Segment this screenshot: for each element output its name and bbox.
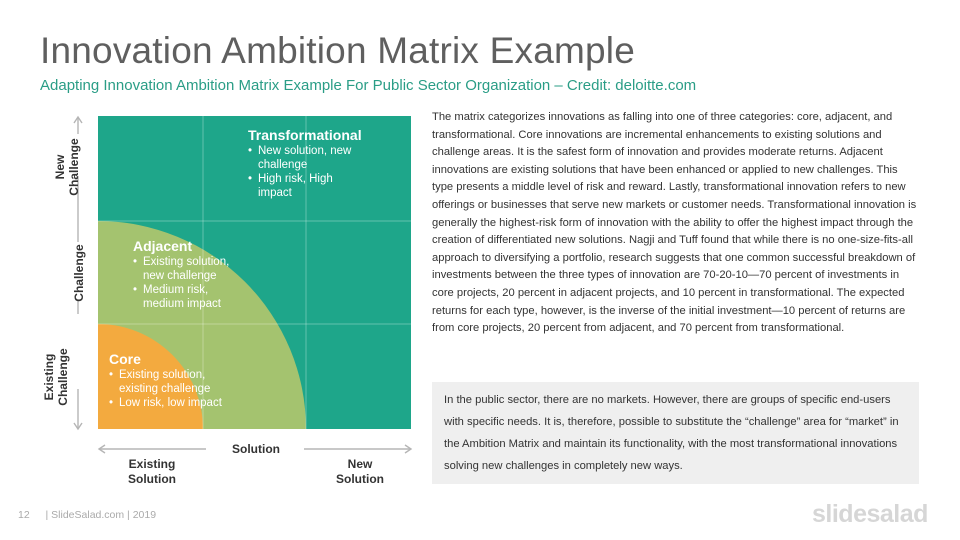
y-label-new-line1: New xyxy=(53,154,67,180)
public-sector-note: In the public sector, there are no marke… xyxy=(432,382,919,484)
x-label-existing-line2: Solution xyxy=(128,472,176,486)
x-label-new-line1: New xyxy=(347,457,373,471)
adjacent-title: Adjacent xyxy=(133,238,193,254)
transformational-bullet: High risk, High impact xyxy=(248,172,364,200)
y-label-existing-challenge: Existing Challenge xyxy=(42,345,72,409)
x-label-new-line2: Solution xyxy=(336,472,384,486)
y-label-existing-line1: Existing xyxy=(42,353,56,401)
description-paragraph: The matrix categorizes innovations as fa… xyxy=(432,111,917,335)
core-bullet: Low risk, low impact xyxy=(109,396,237,410)
x-label-existing-solution: Existing Solution xyxy=(112,457,192,487)
x-label-solution: Solution xyxy=(232,442,280,456)
transformational-bullet: New solution, new challenge xyxy=(248,144,364,172)
x-label-new-solution: New Solution xyxy=(320,457,400,487)
y-label-existing-line2: Challenge xyxy=(56,348,70,406)
x-label-existing-line1: Existing xyxy=(128,457,176,471)
core-bullet: Existing solution, existing challenge xyxy=(109,368,237,396)
y-label-new-challenge: New Challenge xyxy=(53,137,83,197)
adjacent-bullet: Medium risk, medium impact xyxy=(133,283,241,311)
adjacent-text: Adjacent Existing solution, new challeng… xyxy=(133,239,241,311)
slide-subtitle: Adapting Innovation Ambition Matrix Exam… xyxy=(40,77,697,94)
transformational-title: Transformational xyxy=(248,127,362,143)
footer-credit: | SlideSalad.com | 2019 xyxy=(45,509,157,521)
core-text: Core Existing solution, existing challen… xyxy=(109,352,237,410)
x-axis-arrow xyxy=(97,444,413,454)
footer: 12 | SlideSalad.com | 2019 xyxy=(18,509,156,521)
y-axis-arrow xyxy=(73,115,83,431)
brand-logo: slidesalad xyxy=(812,500,928,528)
y-label-new-line2: Challenge xyxy=(67,138,81,196)
page-number: 12 xyxy=(18,509,30,521)
adjacent-bullet: Existing solution, new challenge xyxy=(133,255,241,283)
core-title: Core xyxy=(109,351,141,367)
transformational-text: Transformational New solution, new chall… xyxy=(248,128,364,200)
slide-title: Innovation Ambition Matrix Example xyxy=(40,30,635,71)
y-label-challenge: Challenge xyxy=(72,244,86,302)
